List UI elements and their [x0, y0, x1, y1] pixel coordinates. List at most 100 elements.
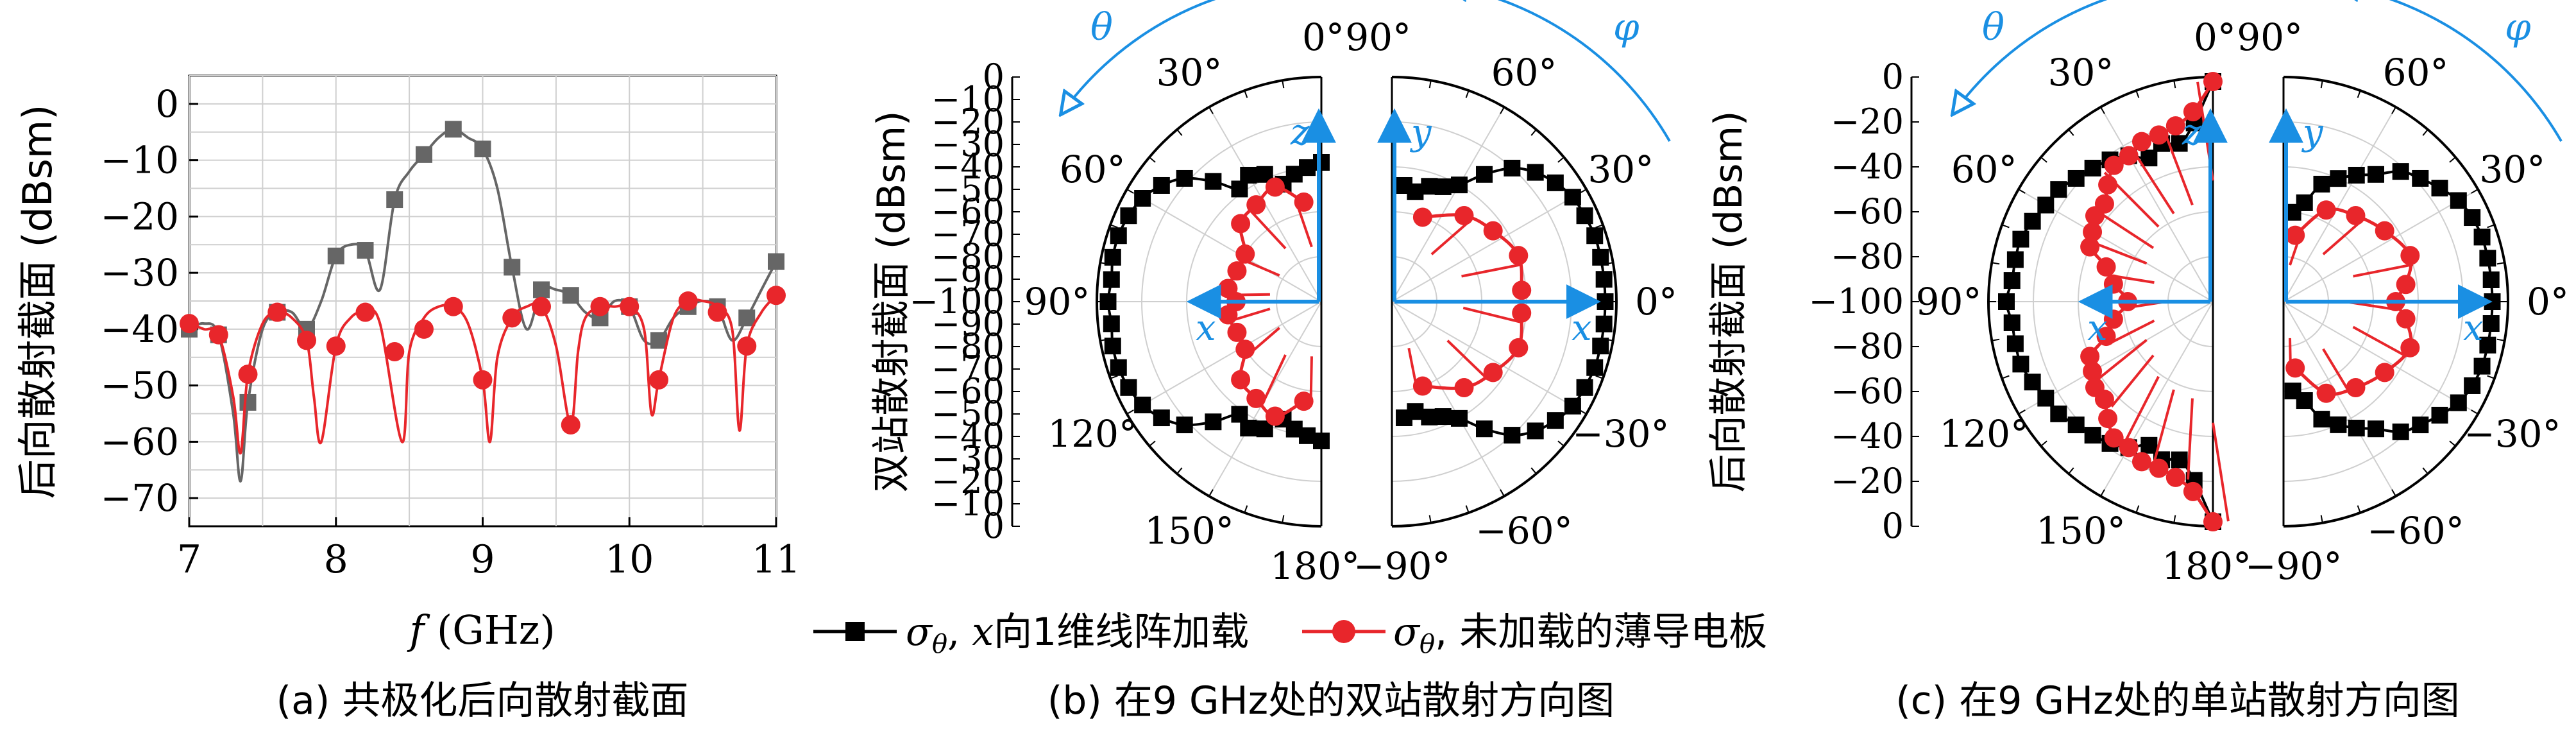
polar-series-0-0-point [2012, 356, 2029, 373]
polar-series-0-1-point [1265, 177, 1285, 197]
polar-radial-tick-label: −50 [931, 169, 1004, 209]
polar-series-1-0-point [1595, 271, 1613, 288]
polar-series-1-1-spike [1446, 340, 1489, 381]
polar-series-1-0-point [1476, 166, 1493, 183]
polar-tick-right [1557, 440, 1564, 447]
polar-tick-right [1500, 107, 1505, 114]
polar-series-1-0-point [2479, 250, 2496, 267]
polar-tick-right [2320, 515, 2323, 523]
legend-red-marker [1332, 620, 1355, 643]
polar-series-0-1-spike [2123, 375, 2160, 445]
polar-radial-tick-label: −40 [931, 416, 1004, 456]
polar-series-0-1-point [1227, 261, 1247, 281]
polar-radial-tick-label: −30 [931, 124, 1004, 164]
polar-series-0-0-point [1104, 248, 1121, 266]
polar-series-1-0-point [1597, 293, 1614, 310]
polar-series-0-1-spike [2162, 128, 2194, 206]
polar-series-0-1-point [2149, 125, 2169, 145]
panel-a-series-1-point [767, 286, 786, 305]
polar-series-0-1-point [1246, 195, 1266, 215]
polar-series-1-0-point [2392, 163, 2409, 180]
polar-tick-left [1149, 440, 1156, 447]
polar-tick-right [1465, 505, 1470, 513]
polar-series-1-1-point [2375, 221, 2394, 241]
polar-series-0-1-point [2119, 146, 2139, 166]
panel-a-xtick-label: 8 [324, 537, 348, 582]
polar-angle-label-right: −60° [2367, 509, 2464, 553]
polar-series-0-0-point [1153, 176, 1170, 194]
polar-tick-left [2100, 107, 2105, 114]
polar-tick-right [2471, 409, 2479, 415]
polar-tick-left [1208, 107, 1214, 114]
polar-series-0-0-point [1134, 190, 1151, 207]
axis-label-x-left: x [1196, 307, 1216, 349]
polar-series-1-0-point [2473, 228, 2491, 246]
polar-series-0-1-point [1265, 406, 1285, 426]
polar-series-0-1-point [2119, 438, 2139, 458]
panel-a-series-1-line [189, 294, 777, 454]
panel-a-series-1-point [708, 302, 727, 322]
polar-series-0-0-point [1176, 169, 1193, 187]
polar-tick-left [2135, 90, 2140, 98]
polar-radial-tick-label: −80 [1831, 236, 1904, 277]
polar-tick-left [1208, 489, 1214, 497]
polar-series-1-1-point [1412, 376, 1432, 396]
polar-series-1-0-point [1592, 338, 1609, 355]
polar-tick-right [2449, 440, 2456, 447]
polar-series-1-0-point [2484, 293, 2501, 310]
panel-a-series-1-point [502, 308, 522, 328]
polar-series-0-0-point [1153, 409, 1170, 427]
polar-angle-label-left: 90° [1916, 280, 1982, 323]
polar-series-0-0-point [1103, 271, 1120, 288]
polar-series-1-0-point [1586, 359, 1604, 376]
polar-series-1-0-point [1407, 403, 1424, 420]
polar-tick-left [2001, 375, 2010, 379]
polar-series-1-0-point [1504, 159, 1521, 176]
polar-series-0-1-point [1227, 322, 1247, 342]
polar-radial-tick-label: 0 [1882, 506, 1904, 546]
polar-angle-label-left: 150° [2036, 509, 2126, 553]
polar-series-0-1-spike [1248, 209, 1287, 250]
caption-b: (b) 在9 GHz处的双站散射方向图 [1047, 678, 1614, 723]
panel-b-labels: 0−10−20−30−40−50−60−70−80−90−100−90−80−7… [910, 0, 1677, 588]
polar-tick-right [2357, 90, 2361, 98]
polar-series-0-0-point [1103, 315, 1120, 332]
panel-a-xlabel-unit: (GHz) [424, 606, 555, 653]
polar-series-0-0-point [2037, 196, 2055, 214]
polar-series-1-1-point [2375, 363, 2394, 383]
rotation-label-theta: θ [1982, 5, 2004, 49]
polar-tick-left [1282, 80, 1285, 89]
polar-series-1-0-point [1576, 379, 1593, 396]
panel-a-series-1-point [737, 336, 757, 356]
panel-a-series-1-point [355, 302, 375, 322]
polar-series-1-0-point [2464, 209, 2481, 227]
polar-angle-label-right: 30° [2479, 148, 2545, 191]
polar-series-1-0-point [2348, 166, 2365, 184]
polar-radial-tick-label: −30 [931, 438, 1004, 479]
polar-angle-label-right: 90° [1345, 15, 1411, 59]
polar-angle-label-right: −30° [1572, 412, 1669, 456]
panel-a-series-0-point [650, 332, 667, 349]
polar-series-1-0-point [2392, 423, 2409, 440]
panel-a-series-0-point [474, 141, 491, 158]
polar-series-0-0-point [2171, 451, 2188, 469]
polar-series-1-0-point [2482, 315, 2500, 332]
panel-c-labels: 0−20−40−60−80−100−80−60−40−2000°30°60°90… [1809, 0, 2569, 588]
polar-tick-left [1110, 375, 1118, 379]
polar-series-1-0-point [2313, 411, 2330, 428]
polar-series-0-1-point [2203, 512, 2223, 531]
panel-a-ticks: 7 8 9 10 11 0 −10 −20 −30 −40 −50 −60 −70 [101, 82, 801, 582]
caption-a: (a) 共极化后向散射截面 [276, 678, 689, 723]
panel-a-cartesian-chart: 7 8 9 10 11 0 −10 −20 −30 −40 −50 −60 −70 后向散射截面 (dB… [14, 74, 801, 653]
polar-tick-left [2068, 467, 2074, 474]
polar-series-0-0-point [1134, 397, 1151, 413]
panel-a-series-1-point [238, 365, 258, 384]
panel-a-series-0-point [239, 393, 257, 411]
polar-tick-left [2135, 505, 2140, 513]
legend: σθ, x向1维线阵加载 σθ, 未加载的薄导电板 [813, 610, 1767, 659]
rotation-label-theta: θ [1090, 5, 1113, 49]
polar-series-1-0-point [2431, 180, 2448, 197]
polar-series-1-0-point [2368, 166, 2385, 183]
polar-tick-right [1465, 90, 1470, 98]
polar-series-0-0-point [2024, 212, 2041, 230]
